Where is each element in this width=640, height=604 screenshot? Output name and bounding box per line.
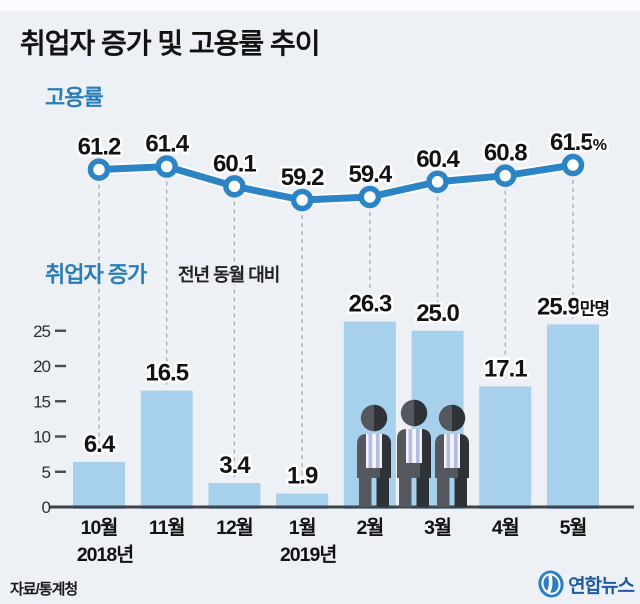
bar-12월 bbox=[208, 483, 261, 509]
x-axis-label: 3월 bbox=[424, 517, 451, 539]
bar-value-label: 16.5 bbox=[145, 360, 188, 387]
top-strip bbox=[0, 0, 640, 11]
rate-value-label: 60.1 bbox=[213, 150, 256, 177]
bar-value-label: 1.9 bbox=[287, 463, 318, 490]
x-axis-label: 4월 bbox=[492, 517, 519, 539]
rate-value-label: 59.2 bbox=[281, 164, 324, 191]
employment-increase-series-label: 취업자 증가 bbox=[45, 262, 147, 287]
rate-value-label: 61.4 bbox=[145, 131, 189, 158]
x-axis-label: 2월 bbox=[356, 517, 383, 539]
comparison-note: 전년 동월 대비 bbox=[178, 265, 280, 285]
x-axis-label: 10월 bbox=[81, 517, 118, 539]
employment-rate-series-label: 고용률 bbox=[45, 85, 104, 110]
year-label: 2019년 bbox=[280, 544, 336, 566]
office-worker-icon bbox=[397, 399, 431, 507]
yonhap-logo-text: 연합뉴스 bbox=[568, 575, 635, 597]
rate-line-point bbox=[561, 153, 585, 177]
rate-value-label: 60.8 bbox=[484, 140, 527, 167]
yonhap-logo: 연합뉴스 bbox=[536, 569, 635, 599]
bar-1월 bbox=[276, 493, 329, 509]
bar-value-label: 25.9만명 bbox=[537, 293, 609, 320]
rate-line-point bbox=[494, 164, 517, 187]
rate-value-label: 60.4 bbox=[416, 146, 460, 173]
rate-line-point bbox=[155, 155, 178, 178]
bar-axis-tick-label: 10 bbox=[33, 428, 50, 447]
bar-11월 bbox=[140, 390, 193, 509]
bar-value-label: 6.4 bbox=[84, 431, 116, 458]
bar-value-label: 26.3 bbox=[348, 291, 391, 318]
bar-axis-tick-label: 15 bbox=[33, 392, 50, 411]
rate-line-point bbox=[426, 170, 449, 194]
office-worker-icon bbox=[357, 404, 391, 507]
x-axis-label: 5월 bbox=[560, 517, 587, 539]
bar-5월 bbox=[546, 324, 599, 509]
chart-title: 취업자 증가 및 고용률 추이 bbox=[20, 28, 320, 59]
bar-value-label: 3.4 bbox=[219, 452, 251, 479]
bar-axis-tick-label: 25 bbox=[33, 322, 50, 341]
office-worker-icon bbox=[435, 404, 469, 507]
rate-line bbox=[95, 161, 577, 204]
bar-4월 bbox=[479, 386, 532, 509]
bar-value-label: 17.1 bbox=[484, 355, 527, 382]
yonhap-logo-icon bbox=[538, 570, 564, 598]
rate-line-point bbox=[290, 188, 314, 212]
rate-line-point bbox=[223, 175, 246, 198]
rate-line-point bbox=[87, 158, 111, 181]
source-note: 자료/통계청 bbox=[10, 581, 78, 598]
rate-value-label: 61.5% bbox=[550, 129, 607, 156]
rate-value-label: 59.4 bbox=[348, 161, 392, 188]
bar-axis-tick-label: 5 bbox=[42, 463, 51, 482]
year-label: 2018년 bbox=[77, 544, 133, 566]
rate-value-label: 61.2 bbox=[78, 134, 121, 161]
x-axis-label: 11월 bbox=[149, 517, 185, 539]
bar-axis-tick-label: 20 bbox=[33, 357, 50, 376]
x-axis-label: 1월 bbox=[289, 517, 316, 539]
bar-value-label: 25.0 bbox=[416, 300, 459, 327]
bar-10월 bbox=[73, 461, 125, 509]
x-axis-label: 12월 bbox=[216, 517, 253, 539]
rate-line-point bbox=[358, 185, 382, 209]
bar-axis-tick-label: 0 bbox=[42, 498, 51, 517]
